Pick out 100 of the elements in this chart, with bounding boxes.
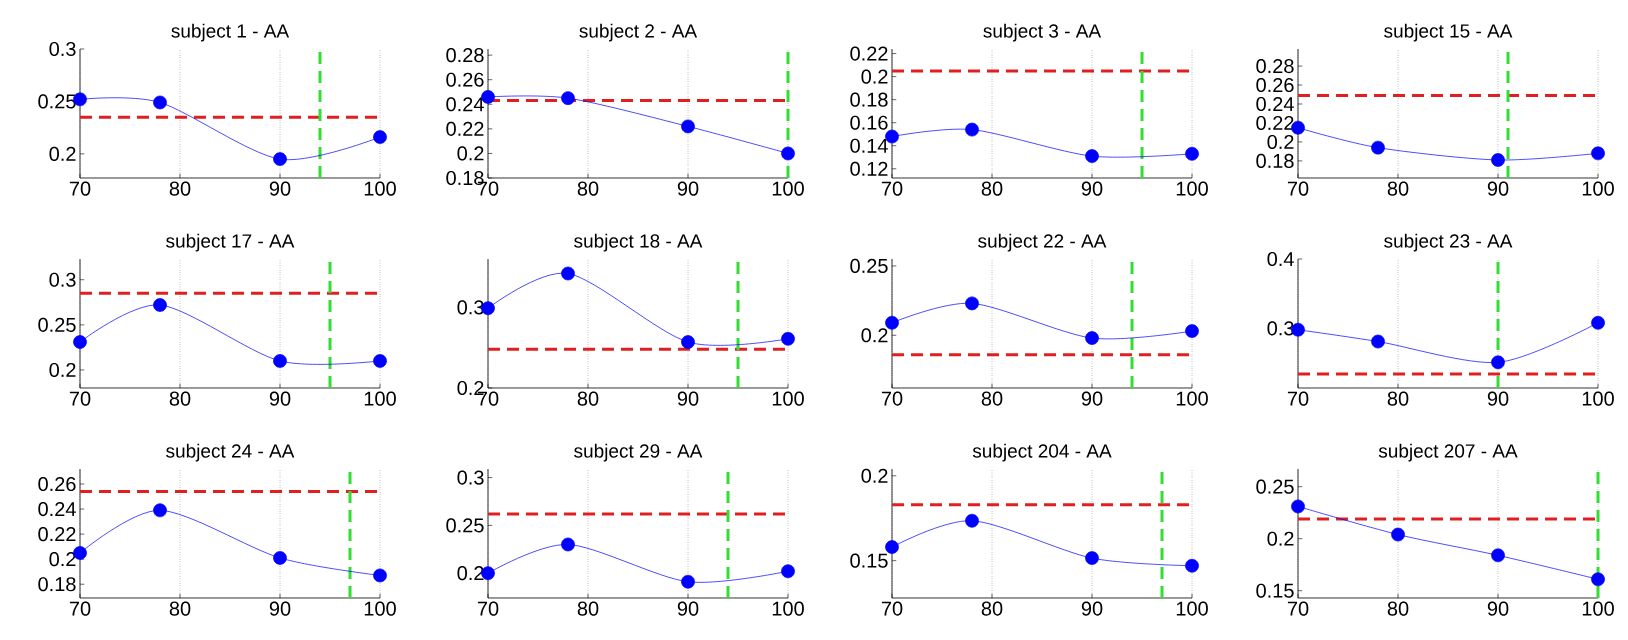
x-tick-label: 70 bbox=[1287, 181, 1309, 196]
point bbox=[1591, 315, 1605, 330]
x-tick-label: 100 bbox=[1176, 601, 1208, 616]
x-tick-label: 90 bbox=[1081, 391, 1103, 406]
x-tick-label: 90 bbox=[677, 601, 699, 616]
x-tick-label: 100 bbox=[364, 391, 396, 406]
y-tick-label: 0.25 bbox=[446, 518, 484, 533]
chart-title: subject 3 - AA bbox=[983, 23, 1102, 42]
chart-title: subject 204 - AA bbox=[972, 443, 1112, 462]
y-tick-label: 0.24 bbox=[38, 502, 76, 517]
x-tick-label: 100 bbox=[772, 601, 804, 616]
y-tick-label: 0.3 bbox=[457, 470, 484, 485]
point bbox=[1185, 324, 1199, 338]
chart-title: subject 29 - AA bbox=[574, 443, 703, 462]
point bbox=[1591, 146, 1605, 161]
chart-title: subject 24 - AA bbox=[166, 443, 295, 462]
chart-title: subject 22 - AA bbox=[978, 233, 1107, 252]
x-tick-label: 80 bbox=[169, 181, 191, 196]
y-tick-label: 0.26 bbox=[38, 476, 76, 492]
y-tick-label: 0.28 bbox=[1256, 58, 1294, 74]
x-tick-label: 70 bbox=[1287, 601, 1309, 616]
y-tick-label: 0.24 bbox=[1256, 96, 1294, 112]
point bbox=[153, 298, 167, 312]
point bbox=[1185, 146, 1199, 161]
y-tick-label: 0.2 bbox=[49, 552, 76, 567]
point bbox=[373, 130, 387, 144]
x-tick-label: 80 bbox=[981, 181, 1003, 196]
y-tick-label: 0.2 bbox=[457, 146, 484, 161]
y-tick-label: 0.3 bbox=[49, 41, 76, 57]
x-tick-label: 100 bbox=[364, 181, 396, 196]
y-tick-label: 0.18 bbox=[38, 577, 76, 592]
y-tick-label: 0.26 bbox=[446, 72, 484, 87]
x-tick-label: 90 bbox=[269, 601, 291, 616]
y-tick-label: 0.2 bbox=[1267, 531, 1294, 546]
x-tick-label: 80 bbox=[981, 391, 1003, 406]
point bbox=[965, 513, 979, 528]
x-tick-label: 100 bbox=[772, 391, 804, 406]
x-tick-label: 100 bbox=[364, 601, 396, 616]
y-tick-label: 0.2 bbox=[49, 146, 76, 161]
y-tick-label: 0.22 bbox=[1256, 115, 1294, 131]
y-tick-label: 0.25 bbox=[850, 258, 888, 273]
point bbox=[273, 354, 287, 368]
y-tick-label: 0.2 bbox=[861, 468, 888, 483]
point bbox=[273, 152, 287, 166]
y-tick-label: 0.2 bbox=[1267, 134, 1294, 150]
point bbox=[1185, 558, 1199, 573]
chart-title: subject 1 - AA bbox=[171, 23, 290, 42]
x-tick-label: 80 bbox=[1387, 601, 1409, 616]
y-tick-label: 0.12 bbox=[850, 161, 888, 176]
y-tick-label: 0.2 bbox=[861, 328, 888, 343]
x-tick-label: 80 bbox=[577, 391, 599, 406]
y-tick-label: 0.16 bbox=[850, 115, 888, 130]
point bbox=[681, 574, 695, 589]
y-tick-label: 0.25 bbox=[38, 317, 76, 332]
y-tick-label: 0.4 bbox=[1267, 251, 1294, 267]
point bbox=[153, 95, 167, 110]
y-tick-label: 0.2 bbox=[861, 69, 888, 84]
point bbox=[681, 119, 695, 134]
x-tick-label: 70 bbox=[69, 391, 91, 406]
x-tick-label: 80 bbox=[1387, 391, 1409, 406]
y-tick-label: 0.28 bbox=[446, 48, 484, 63]
x-tick-label: 70 bbox=[69, 601, 91, 616]
y-tick-label: 0.22 bbox=[850, 46, 888, 61]
x-tick-label: 70 bbox=[881, 601, 903, 616]
y-tick-label: 0.25 bbox=[38, 94, 76, 109]
x-tick-label: 90 bbox=[269, 181, 291, 196]
y-tick-label: 0.26 bbox=[1256, 77, 1294, 93]
x-tick-label: 100 bbox=[1176, 181, 1208, 196]
x-tick-label: 90 bbox=[1487, 181, 1509, 196]
point bbox=[561, 537, 575, 552]
x-tick-label: 80 bbox=[169, 391, 191, 406]
point bbox=[1085, 331, 1099, 345]
x-tick-label: 100 bbox=[1582, 181, 1614, 196]
chart-title: subject 2 - AA bbox=[579, 23, 698, 42]
chart-title: subject 23 - AA bbox=[1384, 233, 1513, 252]
point bbox=[1491, 548, 1505, 563]
chart-title: subject 17 - AA bbox=[166, 233, 295, 252]
point bbox=[681, 335, 695, 349]
x-tick-label: 90 bbox=[1487, 601, 1509, 616]
x-tick-label: 80 bbox=[577, 181, 599, 196]
point bbox=[885, 315, 899, 330]
point bbox=[1491, 153, 1505, 167]
x-tick-label: 80 bbox=[1387, 181, 1409, 196]
x-tick-label: 90 bbox=[1081, 601, 1103, 616]
x-tick-label: 70 bbox=[1287, 391, 1309, 406]
point bbox=[1491, 355, 1505, 370]
point bbox=[1085, 149, 1099, 163]
y-tick-label: 0.2 bbox=[49, 362, 76, 378]
y-tick-label: 0.22 bbox=[38, 527, 76, 542]
chart-title: subject 207 - AA bbox=[1378, 443, 1518, 462]
point bbox=[373, 354, 387, 368]
point bbox=[965, 122, 979, 137]
y-tick-label: 0.3 bbox=[1267, 321, 1294, 336]
x-tick-label: 70 bbox=[881, 391, 903, 406]
point bbox=[885, 540, 899, 554]
x-tick-label: 90 bbox=[269, 391, 291, 406]
point bbox=[781, 146, 795, 161]
point bbox=[1591, 572, 1605, 587]
point bbox=[1291, 499, 1305, 514]
x-tick-label: 80 bbox=[577, 601, 599, 616]
